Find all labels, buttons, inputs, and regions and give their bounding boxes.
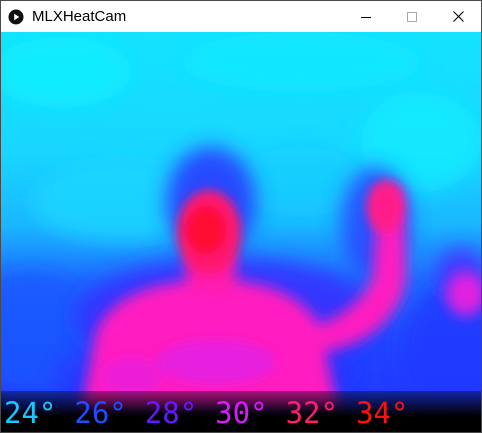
- scale-label-30: 30°: [215, 396, 268, 430]
- close-button[interactable]: [435, 1, 481, 32]
- maximize-icon: [407, 7, 417, 26]
- scale-label-26: 26°: [74, 396, 127, 430]
- window-controls: [343, 1, 481, 32]
- title-bar[interactable]: MLXHeatCam: [1, 1, 481, 32]
- minimize-icon: [361, 7, 371, 26]
- play-circle-icon: [8, 9, 24, 25]
- window-title: MLXHeatCam: [32, 8, 127, 25]
- scale-label-32: 32°: [285, 396, 338, 430]
- maximize-button[interactable]: [389, 1, 435, 32]
- scale-label-28: 28°: [144, 396, 198, 430]
- close-icon: [452, 7, 464, 26]
- temperature-scale-bar: 24° 26° 28° 30° 32° 34°: [1, 391, 481, 432]
- temperature-scale: 24° 26° 28° 30° 32° 34°: [4, 396, 426, 430]
- thermal-viewport: 24° 26° 28° 30° 32° 34°: [1, 32, 481, 432]
- scale-label-34: 34°: [355, 396, 409, 430]
- thermal-image: [1, 32, 481, 432]
- scale-label-24: 24°: [4, 396, 57, 430]
- minimize-button[interactable]: [343, 1, 389, 32]
